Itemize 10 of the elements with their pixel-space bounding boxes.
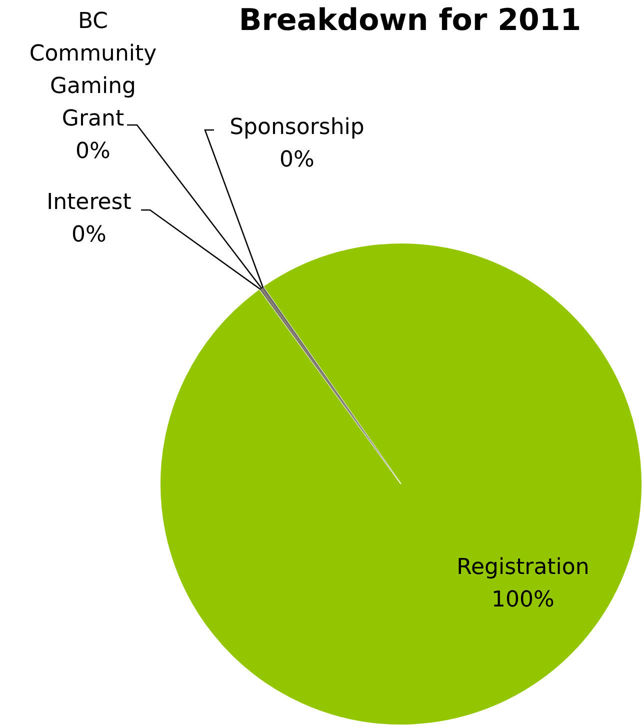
data-label: 0% xyxy=(76,139,110,164)
slice-label: Interest xyxy=(46,190,132,215)
pie-slice xyxy=(160,242,642,725)
data-label: 100% xyxy=(492,588,554,612)
slice-label: Registration xyxy=(456,555,590,580)
data-label: 0% xyxy=(280,148,314,172)
slice-label: BC Community Gaming Grant xyxy=(29,9,157,132)
data-label: 0% xyxy=(72,222,106,248)
chart-title: Breakdown for 2011 xyxy=(238,3,582,38)
slice-label: Sponsorship xyxy=(230,115,364,140)
